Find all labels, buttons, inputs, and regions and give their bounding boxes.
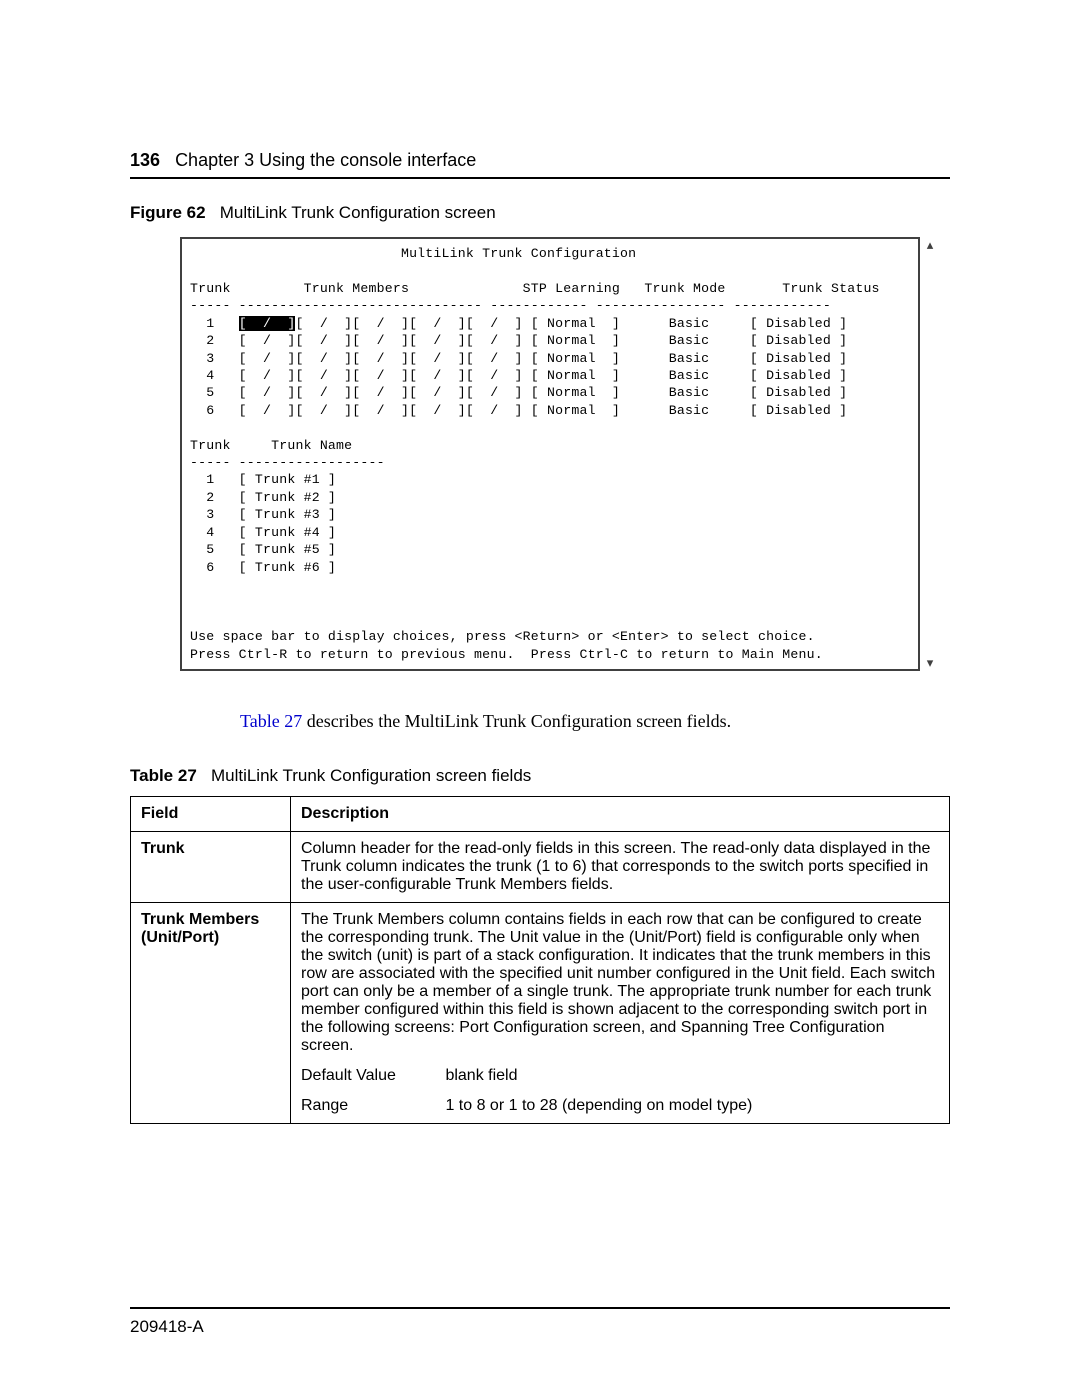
console-wrap: ▴ ▾ MultiLink Trunk Configuration Trunk … xyxy=(180,237,920,671)
figure-caption: Figure 62 MultiLink Trunk Configuration … xyxy=(130,203,950,223)
figure-label: Figure 62 xyxy=(130,203,206,222)
table-header-row: Field Description xyxy=(131,797,950,832)
page-footer: 209418-A xyxy=(130,1307,950,1337)
console-screen: MultiLink Trunk Configuration Trunk Trun… xyxy=(180,237,920,671)
table-ref-link[interactable]: Table 27 xyxy=(240,711,302,731)
td-field: Trunk Members (Unit/Port) xyxy=(131,903,291,1124)
default-row: Default Value blank field xyxy=(301,1067,939,1085)
th-desc: Description xyxy=(291,797,950,832)
scroll-hint: ▴ ▾ xyxy=(922,237,938,671)
page: 136 Chapter 3 Using the console interfac… xyxy=(0,0,1080,1397)
th-field: Field xyxy=(131,797,291,832)
footer-rule xyxy=(130,1307,950,1309)
range-row: Range 1 to 8 or 1 to 28 (depending on mo… xyxy=(301,1097,939,1115)
table-title: MultiLink Trunk Configuration screen fie… xyxy=(211,766,531,785)
chapter-title: Chapter 3 Using the console interface xyxy=(175,150,476,170)
default-value: blank field xyxy=(445,1067,517,1084)
body-paragraph: Table 27 describes the MultiLink Trunk C… xyxy=(130,711,950,732)
td-field: Trunk xyxy=(131,832,291,903)
table-row: Trunk Members (Unit/Port) The Trunk Memb… xyxy=(131,903,950,1124)
doc-number: 209418-A xyxy=(130,1317,204,1336)
range-value: 1 to 8 or 1 to 28 (depending on model ty… xyxy=(445,1097,752,1114)
body-text-rest: describes the MultiLink Trunk Configurat… xyxy=(302,711,731,731)
page-number: 136 xyxy=(130,150,160,170)
td-desc: Column header for the read-only fields i… xyxy=(291,832,950,903)
td-desc: The Trunk Members column contains fields… xyxy=(291,903,950,1124)
scroll-down-icon: ▾ xyxy=(922,655,938,671)
scroll-up-icon: ▴ xyxy=(922,237,938,253)
table-caption: Table 27 MultiLink Trunk Configuration s… xyxy=(130,766,950,786)
header-rule xyxy=(130,177,950,179)
page-header: 136 Chapter 3 Using the console interfac… xyxy=(130,150,950,171)
table-label: Table 27 xyxy=(130,766,197,785)
figure-title: MultiLink Trunk Configuration screen xyxy=(220,203,496,222)
table-row: Trunk Column header for the read-only fi… xyxy=(131,832,950,903)
fields-table: Field Description Trunk Column header fo… xyxy=(130,796,950,1124)
default-label: Default Value xyxy=(301,1067,441,1085)
td-desc-main: The Trunk Members column contains fields… xyxy=(301,911,935,1054)
range-label: Range xyxy=(301,1097,441,1115)
